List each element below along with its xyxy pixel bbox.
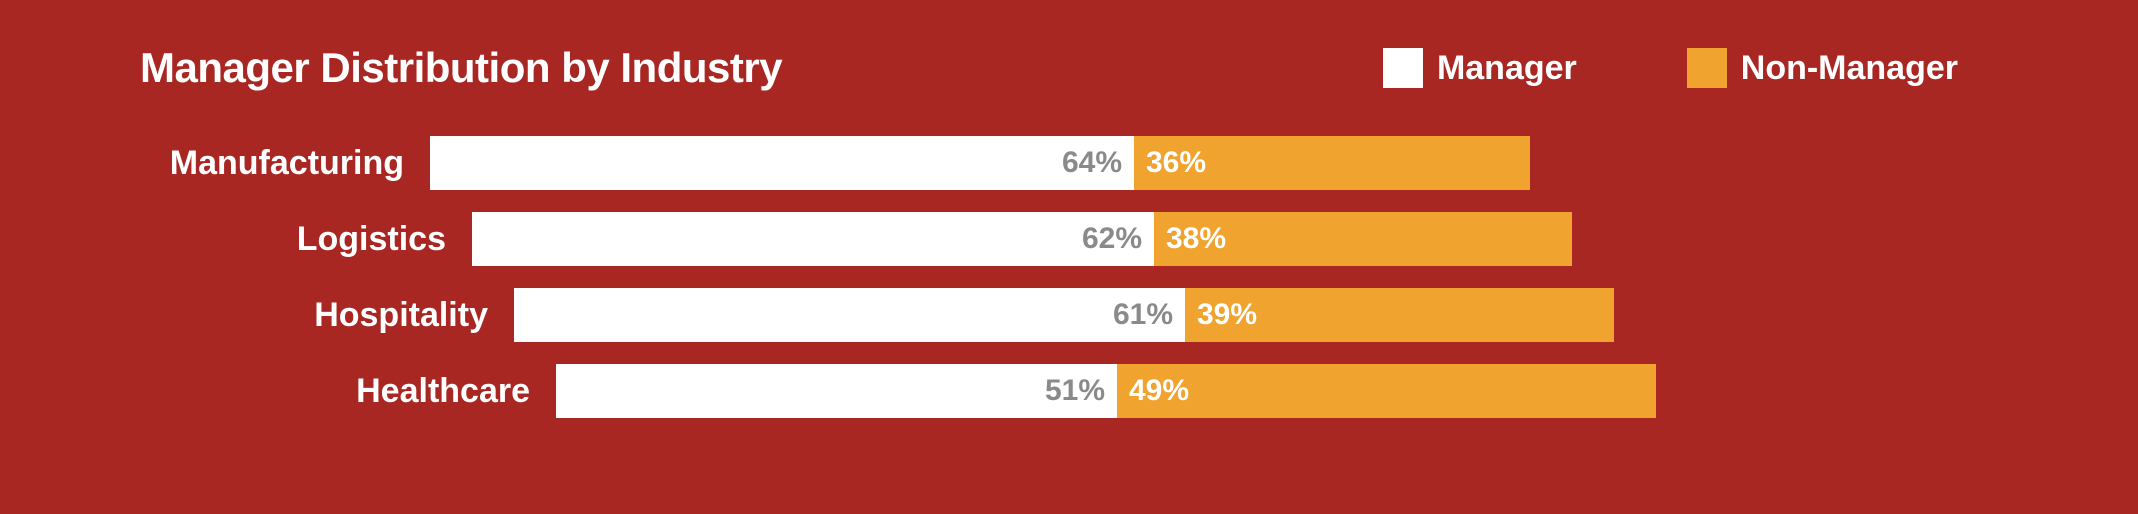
category-label: Logistics xyxy=(140,220,472,259)
bar-track: 64%36% xyxy=(430,136,1530,190)
legend-label-nonmanager: Non-Manager xyxy=(1741,49,1958,88)
legend-label-manager: Manager xyxy=(1437,49,1577,88)
chart-row: Healthcare51%49% xyxy=(140,364,2018,418)
chart-row: Hospitality61%39% xyxy=(140,288,2018,342)
chart-row: Logistics62%38% xyxy=(140,212,2018,266)
chart-container: Manager Distribution by Industry Manager… xyxy=(0,0,2138,514)
chart-header: Manager Distribution by Industry Manager… xyxy=(0,44,2138,92)
chart-rows: Manufacturing64%36% Logistics62%38% Hospit… xyxy=(0,136,2138,418)
bar-track: 61%39% xyxy=(514,288,1614,342)
bar-segment-nonmanager: 38% xyxy=(1154,212,1572,266)
bar-segment-nonmanager: 36% xyxy=(1134,136,1530,190)
bar-segment-manager: 62% xyxy=(472,212,1154,266)
legend-swatch-manager xyxy=(1383,48,1423,88)
bar-segment-manager: 61% xyxy=(514,288,1185,342)
legend-item-manager: Manager xyxy=(1383,48,1577,88)
bar-segment-manager: 64% xyxy=(430,136,1134,190)
bar-segment-nonmanager: 39% xyxy=(1185,288,1614,342)
chart-row: Manufacturing64%36% xyxy=(140,136,2018,190)
chart-title: Manager Distribution by Industry xyxy=(140,44,1383,92)
category-label: Healthcare xyxy=(140,372,556,411)
legend-swatch-nonmanager xyxy=(1687,48,1727,88)
chart-legend: Manager Non-Manager xyxy=(1383,48,1958,88)
bar-track: 51%49% xyxy=(556,364,1656,418)
bar-track: 62%38% xyxy=(472,212,1572,266)
bar-segment-nonmanager: 49% xyxy=(1117,364,1656,418)
category-label: Manufacturing xyxy=(140,144,430,183)
legend-item-nonmanager: Non-Manager xyxy=(1687,48,1958,88)
category-label: Hospitality xyxy=(140,296,514,335)
bar-segment-manager: 51% xyxy=(556,364,1117,418)
